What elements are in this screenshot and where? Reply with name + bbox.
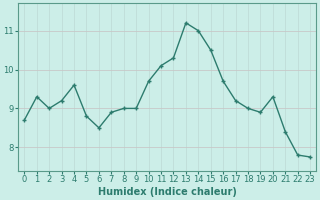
X-axis label: Humidex (Indice chaleur): Humidex (Indice chaleur): [98, 187, 237, 197]
